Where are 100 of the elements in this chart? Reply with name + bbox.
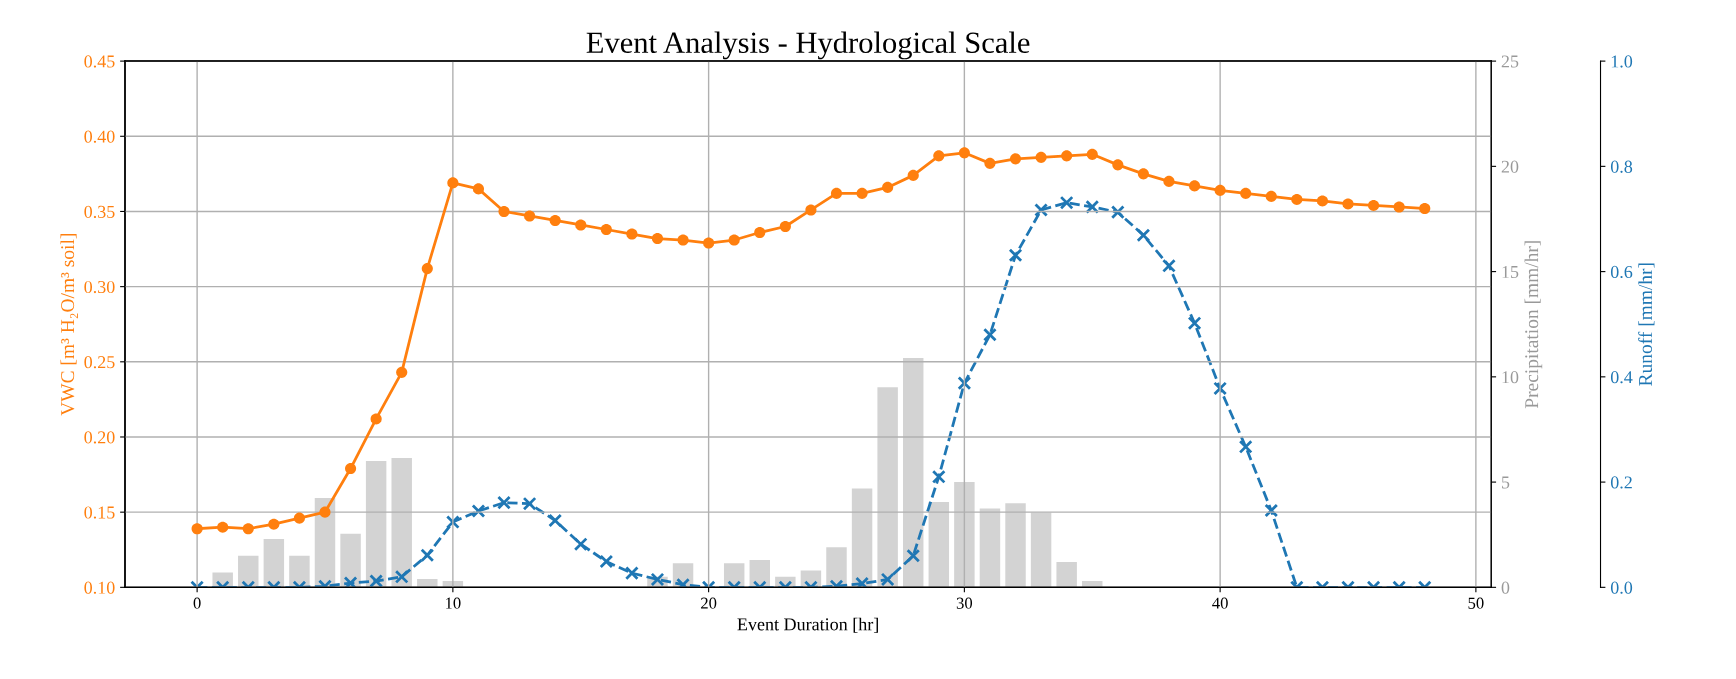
point — [345, 463, 357, 475]
y2-tick-label: 25 — [1501, 55, 1519, 68]
point — [370, 413, 382, 425]
y2-axis-title: Precipitation [mm/hr] — [1524, 241, 1543, 409]
point — [1086, 148, 1098, 160]
point — [1316, 195, 1328, 207]
y2-tick-label: 5 — [1502, 476, 1510, 489]
point — [1136, 228, 1151, 243]
point — [676, 577, 690, 588]
y-tick-label: 0.30 — [84, 280, 115, 294]
point — [856, 187, 868, 199]
y-tick-label: 0.10 — [84, 581, 115, 594]
point — [319, 506, 331, 518]
bar — [928, 502, 950, 588]
point — [626, 228, 638, 240]
point — [549, 214, 561, 227]
point — [1342, 198, 1354, 210]
point — [447, 177, 459, 189]
point — [984, 157, 996, 169]
point — [1163, 175, 1175, 187]
point — [600, 223, 612, 236]
point — [1162, 258, 1176, 273]
point — [268, 518, 280, 530]
point — [1035, 151, 1047, 163]
y2-tick-label: 10 — [1502, 371, 1519, 384]
x-tick-label: 40 — [1212, 597, 1228, 609]
point — [242, 523, 254, 535]
y-tick-label: 0.40 — [84, 130, 115, 143]
point — [343, 576, 358, 588]
y-tick-label: 0.15 — [84, 506, 115, 519]
point — [1008, 248, 1023, 263]
bar — [417, 578, 438, 588]
point — [1188, 180, 1201, 192]
point — [983, 327, 997, 342]
x-tick-label: 30 — [956, 597, 973, 609]
y3-tick-label: 0.8 — [1610, 160, 1633, 173]
point — [497, 495, 511, 510]
chart-title: Event Analysis - Hydrological Scale — [586, 31, 1030, 60]
point — [1110, 205, 1125, 220]
bar — [1056, 562, 1077, 588]
x-tick-label: 50 — [1468, 597, 1484, 609]
point — [1137, 168, 1149, 180]
point — [677, 234, 689, 246]
point — [1291, 193, 1303, 205]
point — [1265, 190, 1277, 202]
point — [958, 147, 970, 159]
point — [293, 512, 305, 524]
y2-tick-label: 0 — [1501, 581, 1510, 594]
point — [651, 232, 664, 245]
point — [1034, 203, 1049, 217]
point — [1419, 202, 1431, 215]
x-tick-label: 20 — [701, 597, 717, 609]
bar — [340, 533, 361, 588]
point — [1238, 439, 1253, 454]
point — [1059, 195, 1074, 210]
y-tick-label: 0.45 — [84, 55, 115, 68]
point — [471, 504, 486, 518]
point — [421, 263, 433, 275]
point — [1085, 199, 1100, 214]
point — [472, 183, 484, 195]
bar — [877, 387, 898, 588]
bar — [979, 508, 1001, 588]
bar — [902, 357, 924, 588]
bar — [263, 538, 285, 588]
point — [957, 376, 972, 391]
point — [855, 576, 870, 588]
y-tick-label: 0.35 — [84, 205, 115, 218]
y2-tick-label: 15 — [1502, 265, 1519, 279]
point — [1187, 316, 1202, 331]
point — [1240, 187, 1252, 199]
bar — [749, 559, 770, 588]
point — [1009, 153, 1022, 165]
y-tick-label: 0.20 — [84, 431, 115, 444]
point — [1214, 184, 1226, 196]
point — [1112, 159, 1124, 171]
point — [703, 237, 715, 249]
point — [217, 521, 229, 533]
y-tick-label: 0.25 — [84, 356, 115, 369]
point — [522, 496, 537, 511]
point — [575, 219, 587, 231]
y3-tick-label: 0.2 — [1610, 476, 1632, 489]
bar — [289, 555, 310, 588]
bar — [365, 461, 387, 588]
x-tick-label: 0 — [193, 597, 201, 609]
point — [1213, 381, 1228, 396]
bar — [238, 555, 259, 588]
y3-tick-label: 0.0 — [1610, 581, 1633, 594]
point — [907, 169, 919, 181]
point — [882, 181, 894, 193]
point — [1393, 201, 1405, 213]
point — [728, 234, 740, 246]
point — [906, 548, 921, 563]
bar — [1005, 503, 1026, 588]
point — [1368, 199, 1380, 211]
point — [548, 513, 563, 528]
point — [931, 469, 946, 484]
point — [754, 226, 766, 239]
point — [1264, 503, 1279, 518]
y3-axis-title: Runoff [mm/hr] — [1638, 263, 1655, 386]
x-axis-title: Event Duration [hr] — [737, 617, 878, 633]
